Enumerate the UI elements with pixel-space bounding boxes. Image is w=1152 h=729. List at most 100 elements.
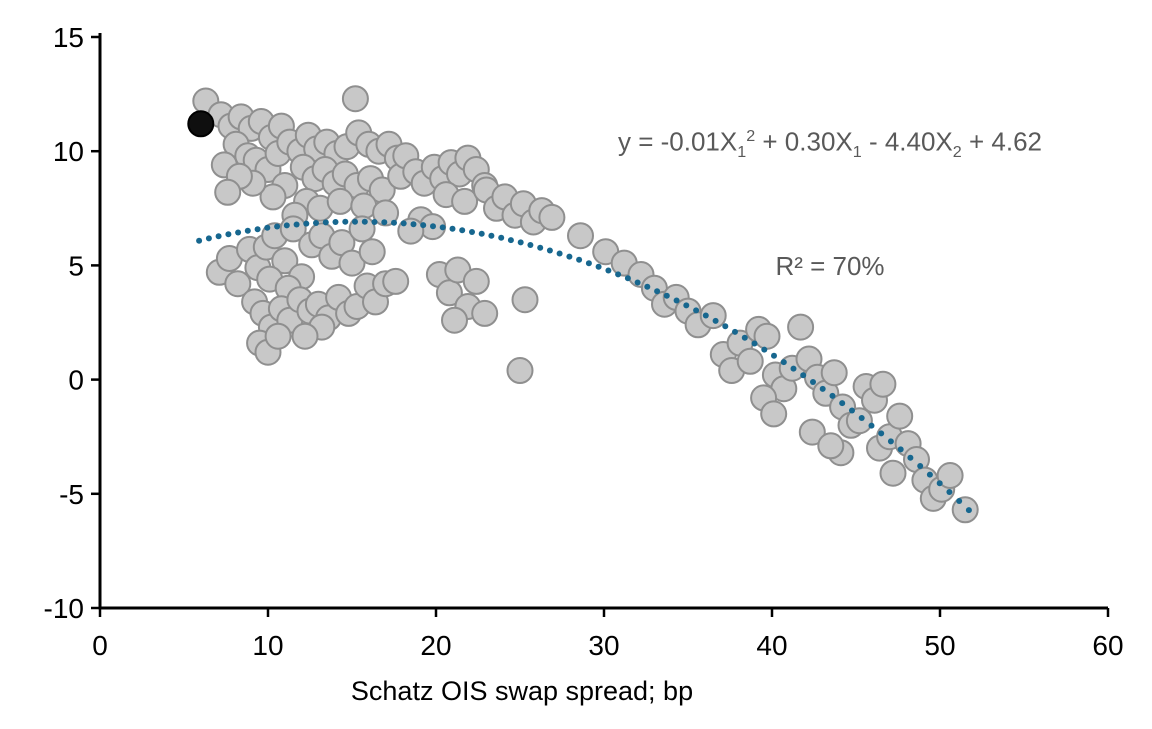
point-observations	[787, 313, 815, 341]
trendline-dot	[897, 446, 904, 453]
equation-segment: + 4.62	[961, 126, 1042, 157]
trendline-dot	[371, 219, 378, 225]
point-observations	[798, 418, 826, 446]
x-tick-label: 40	[756, 630, 787, 661]
x-tick-label: 50	[924, 630, 955, 661]
point-observations	[264, 322, 292, 350]
trendline-dot	[868, 422, 875, 429]
trendline-dot	[507, 237, 514, 244]
trendline-dot	[624, 275, 631, 282]
trendline-dot	[673, 297, 680, 304]
trendline-dot	[858, 415, 865, 421]
trendline-dot	[829, 392, 836, 399]
y-tick-label: 0	[68, 365, 84, 396]
x-tick-label: 0	[92, 630, 108, 661]
trendline-dot	[556, 250, 563, 257]
trendline-dot	[741, 334, 748, 341]
point-observations	[451, 187, 479, 215]
equation-subscript: 1	[852, 142, 862, 161]
trendline-dot	[946, 489, 953, 495]
point-observations	[291, 322, 319, 350]
trendline-dot	[907, 454, 914, 461]
equation-segment: - 4.40X	[861, 126, 953, 157]
x-axis-label: Schatz OIS swap spread; bp	[350, 676, 694, 706]
trendline-dot	[264, 224, 271, 231]
equation-subscript: 2	[952, 142, 962, 161]
trendline-dot	[546, 247, 553, 254]
point-observations	[358, 238, 386, 266]
x-tick-label: 20	[420, 630, 451, 661]
trendline-dot	[810, 379, 816, 385]
trendline-dot	[527, 242, 534, 248]
trendline-dot	[352, 218, 358, 225]
trendline-dot	[205, 235, 212, 242]
trendline-dot	[654, 288, 661, 295]
trendline-dot	[498, 234, 505, 241]
trendline-dot	[517, 239, 524, 246]
trendline-dot	[917, 463, 924, 469]
point-observations	[372, 199, 400, 227]
point-observations	[845, 407, 873, 435]
trendline-dot	[488, 232, 495, 239]
point-observations	[511, 286, 539, 314]
equation-segment: y = -0.01X	[618, 126, 738, 157]
trendline-dot	[751, 340, 758, 347]
point-observations	[936, 462, 964, 489]
equation-segment: + 0.30X	[755, 126, 853, 157]
trendline-dot	[712, 317, 719, 324]
trendline-dot	[693, 307, 700, 314]
trendline-dot	[430, 223, 436, 230]
trendline-dot	[585, 260, 592, 267]
trendline-dot	[332, 219, 339, 225]
trendline-dot	[420, 222, 427, 229]
trendline-dot	[274, 223, 281, 230]
equation-annotation: y = -0.01X12 + 0.30X1 - 4.40X2 + 4.62 R²…	[555, 41, 1105, 361]
trendline-dot	[887, 438, 894, 445]
trendline-dot	[469, 229, 475, 235]
trendline-dot	[771, 352, 777, 359]
trendline-dot	[722, 323, 729, 330]
trendline-dot	[956, 498, 963, 504]
trendline-dot	[615, 271, 622, 278]
trendline-dot	[878, 430, 885, 437]
trendline-dot	[244, 227, 251, 234]
point-observations	[699, 302, 727, 330]
trendline-dot	[566, 253, 573, 260]
y-tick-label: -5	[59, 479, 84, 510]
point-observations	[338, 249, 366, 277]
trendline-dot	[732, 328, 738, 335]
point-observations	[760, 400, 788, 428]
trendline-dot	[283, 222, 290, 229]
y-tick-label: 15	[53, 22, 84, 53]
trendline-dot	[761, 346, 768, 353]
y-tick-label: -10	[44, 593, 84, 624]
point-observations	[462, 267, 490, 295]
point-observations	[886, 402, 914, 430]
trendline-dot	[225, 231, 232, 238]
trendline-dot	[663, 292, 670, 299]
trendline-dot	[449, 225, 456, 232]
trendline-dot	[790, 365, 797, 372]
trendline-dot	[780, 359, 787, 366]
trendline-dot	[537, 244, 544, 251]
point-observations	[259, 183, 287, 211]
trendline-dot	[634, 279, 641, 286]
trendline-dot	[235, 229, 242, 236]
trendline-dot	[254, 226, 261, 233]
point-observations	[736, 347, 764, 375]
point-observations	[817, 432, 845, 460]
equation-superscript: 2	[746, 127, 756, 145]
trendline-dot	[702, 312, 709, 319]
x-tick-label: 60	[1092, 630, 1123, 661]
trendline-dot	[478, 230, 485, 237]
equation-subscript: 1	[737, 142, 747, 161]
trendline-dot	[459, 227, 466, 234]
trendline-dot	[293, 221, 300, 228]
trendline-dot	[800, 372, 807, 379]
trendline-dot	[595, 263, 602, 270]
y-tick-label: 5	[68, 250, 84, 281]
trendline-dot	[439, 224, 446, 231]
x-tick-label: 10	[252, 630, 283, 661]
trendline-dot	[215, 233, 222, 240]
